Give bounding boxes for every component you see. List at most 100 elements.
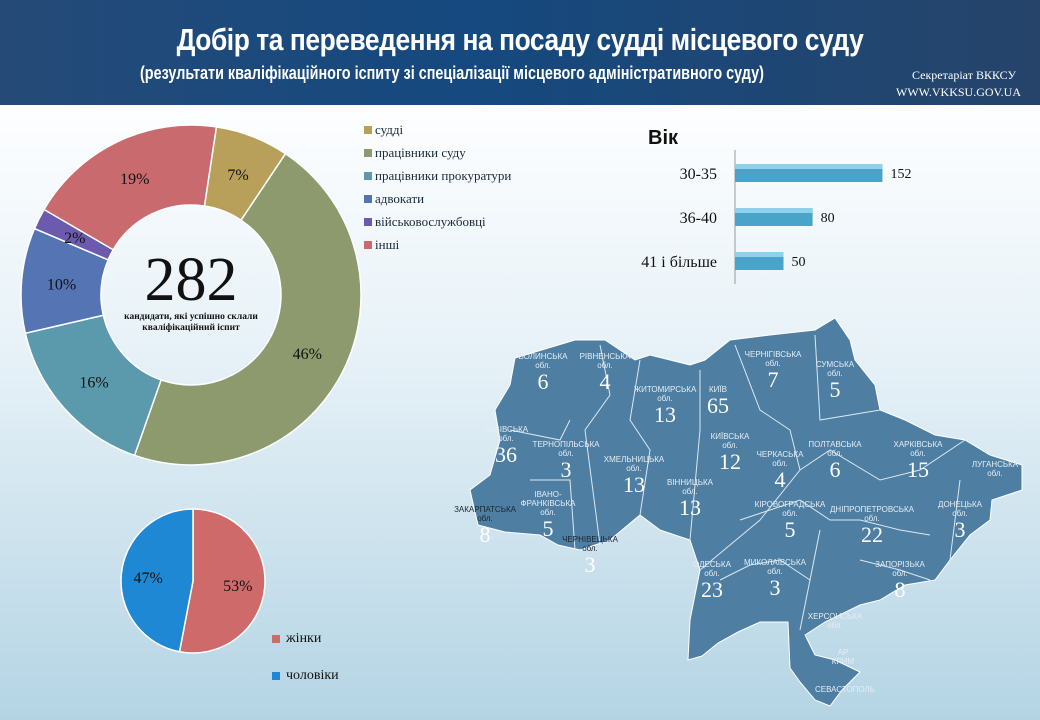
secretariat-label: Секретаріат ВККСУ [912, 68, 1016, 82]
region-name: ОДЕСЬКА обл. [693, 560, 731, 578]
region-name: ТЕРНОПІЛЬСЬКА обл. [532, 440, 600, 458]
region-value: 5 [542, 516, 554, 541]
age-chart-title: Вік [648, 127, 679, 149]
donut-center-label: кандидати, які успішно склали кваліфікац… [124, 312, 258, 333]
age-category-label: 30-35 [680, 166, 717, 183]
region-value: 13 [653, 402, 676, 427]
donut-data-label: 19% [120, 171, 149, 188]
legend-item: адвокати [364, 187, 511, 210]
donut-data-label: 16% [79, 375, 108, 392]
region-name: ЧЕРНІГІВСЬКА обл. [744, 350, 802, 368]
region-name: МИКОЛАЇВСЬКА обл. [743, 558, 807, 576]
region-name: КИЇВСЬКА обл. [710, 432, 750, 450]
region-value: 6 [829, 457, 841, 482]
region-name: ЧЕРКАСЬКА обл. [756, 450, 804, 468]
region-block: СУМСЬКА обл. 5 [816, 360, 854, 402]
donut-slice [43, 124, 218, 251]
gender-slice [178, 508, 266, 654]
region-value: 5 [829, 377, 841, 402]
region-name: ПОЛТАВСЬКА обл. [808, 440, 862, 458]
region-name: ДОНЕЦЬКА обл. [938, 500, 982, 518]
donut-legend: судді працівники суду працівники прокурату… [364, 118, 511, 256]
page-subtitle: (результати кваліфікаційного іспиту зі с… [140, 63, 764, 83]
region-value: 7 [767, 367, 779, 392]
legend-label: судді [375, 121, 404, 137]
region-block: КІРОВОГРАДСЬКА обл. 5 [755, 500, 826, 542]
region-block: АР КРИМ [832, 648, 854, 666]
region-name: АР КРИМ [831, 648, 855, 666]
legend-item: жінки [272, 620, 339, 657]
region-block: ЧЕРКАСЬКА обл. 4 [757, 450, 804, 492]
region-value: 6 [537, 369, 549, 394]
region-name: ВІННИЦЬКА обл. [666, 478, 714, 496]
gender-data-label: 53% [223, 578, 252, 595]
region-block: РІВНЕНСЬКА обл. 4 [580, 352, 631, 394]
region-border [629, 359, 651, 516]
region-value: 3 [560, 457, 572, 482]
gender-slice [120, 508, 194, 653]
legend-item: військовослужбовці [364, 210, 511, 233]
legend-swatch [364, 240, 372, 249]
legend-swatch [364, 194, 372, 203]
age-data-label: 152 [890, 167, 911, 182]
region-name: ЖИТОМИРСЬКА обл. [633, 385, 697, 403]
region-block: ДОНЕЦЬКА обл. 3 [938, 500, 982, 542]
region-block: ХМЕЛЬНИЦЬКА обл. 13 [604, 455, 665, 497]
region-name: ЗАКАРПАТСЬКА обл. [454, 505, 516, 523]
donut-data-label: 2% [64, 230, 85, 247]
region-block: ХЕРСОНСЬКА обл. [808, 612, 863, 630]
donut-data-label: 10% [47, 277, 76, 294]
region-name: СЕВАСТОПОЛЬ [815, 685, 875, 694]
age-data-label: 80 [821, 211, 835, 226]
website-url: WWW.VKKSU.GOV.UA [896, 85, 1021, 99]
region-name: ВОЛИНСЬКА обл. [518, 352, 568, 370]
legend-swatch [364, 217, 372, 226]
age-bar-highlight [735, 208, 813, 213]
gender-data-label: 47% [134, 570, 163, 587]
region-border [719, 559, 811, 581]
region-block: ЛЬВІВСЬКА обл. 36 [484, 425, 528, 467]
region-name: СУМСЬКА обл. [815, 360, 855, 378]
region-block: ЗАПОРІЗЬКА обл. 8 [875, 560, 925, 602]
header-banner: Добір та переведення на посаду судді міс… [0, 0, 1040, 105]
legend-swatch [272, 634, 280, 643]
legend-item: працівники прокуратури [364, 164, 511, 187]
region-block: ЛУГАНСЬКА обл. [972, 460, 1018, 478]
region-name: ЧЕРНІВЕЦЬКА обл. [562, 535, 618, 553]
region-value: 12 [718, 449, 741, 474]
gender-legend: жінки чоловіки [272, 620, 339, 694]
region-value: 13 [623, 472, 645, 497]
region-block: ПОЛТАВСЬКА обл. 6 [808, 440, 861, 482]
region-value: 36 [495, 442, 517, 467]
legend-label: чоловіки [286, 667, 339, 683]
ukraine-map [469, 317, 1023, 707]
legend-item: працівники суду [364, 141, 511, 164]
age-category-label: 41 і більше [641, 254, 717, 271]
region-block: ЗАКАРПАТСЬКА обл. 8 [454, 505, 516, 547]
legend-item: чоловіки [272, 657, 339, 694]
donut-center: 282 кандидати, які успішно склали кваліф… [108, 248, 274, 334]
legend-item: інші [364, 233, 511, 256]
region-block: ТЕРНОПІЛЬСЬКА обл. 3 [533, 440, 600, 482]
region-block: ЧЕРНІГІВСЬКА обл. 7 [745, 350, 802, 392]
region-name: ЛЬВІВСЬКА обл. [483, 425, 529, 443]
page-title: Добір та переведення на посаду судді міс… [176, 22, 864, 57]
region-block: ЖИТОМИРСЬКА обл. 13 [634, 385, 697, 427]
region-name: ХМЕЛЬНИЦЬКА обл. [603, 455, 665, 473]
legend-label: адвокати [375, 190, 425, 206]
region-value: 3 [584, 552, 596, 577]
region-block: МИКОЛАЇВСЬКА обл. 3 [744, 558, 806, 600]
age-bar-highlight [735, 252, 784, 257]
region-block: ХАРКІВСЬКА обл. 15 [894, 440, 943, 482]
legend-label: інші [375, 236, 400, 252]
region-border [739, 499, 931, 536]
legend-item: судді [364, 118, 511, 141]
region-border [509, 419, 571, 441]
region-block: ОДЕСЬКА обл. 23 [693, 560, 731, 602]
region-block: СЕВАСТОПОЛЬ [815, 685, 875, 694]
region-block: КИЇВСЬКА обл. 12 [711, 432, 750, 474]
donut-total: 282 [144, 246, 238, 314]
region-border [584, 344, 611, 546]
region-value: 3 [954, 517, 966, 542]
